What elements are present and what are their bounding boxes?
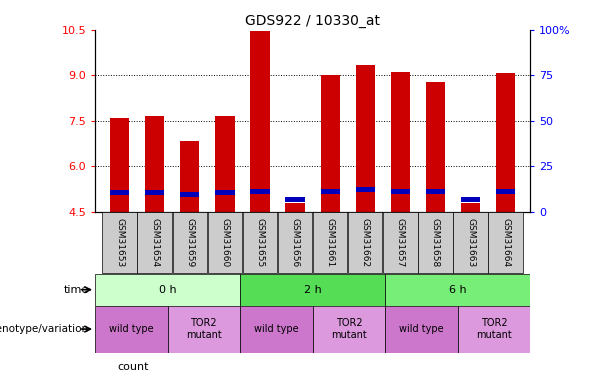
FancyBboxPatch shape: [95, 274, 240, 306]
FancyBboxPatch shape: [313, 306, 385, 352]
Bar: [356, 65, 375, 212]
FancyBboxPatch shape: [458, 306, 530, 352]
FancyBboxPatch shape: [173, 213, 207, 273]
Bar: [250, 31, 270, 212]
Bar: [286, 203, 305, 212]
Bar: [110, 190, 129, 195]
Text: GSM31660: GSM31660: [221, 218, 229, 267]
Text: wild type: wild type: [109, 324, 154, 334]
FancyBboxPatch shape: [240, 306, 313, 352]
Text: TOR2
mutant: TOR2 mutant: [186, 318, 222, 340]
FancyBboxPatch shape: [383, 213, 417, 273]
FancyBboxPatch shape: [385, 274, 530, 306]
FancyBboxPatch shape: [137, 213, 172, 273]
Text: GSM31655: GSM31655: [256, 218, 264, 267]
Text: GSM31654: GSM31654: [150, 218, 159, 267]
Bar: [145, 190, 164, 195]
FancyBboxPatch shape: [243, 213, 277, 273]
Bar: [390, 72, 410, 212]
FancyBboxPatch shape: [102, 213, 137, 273]
Bar: [180, 192, 199, 197]
Text: 2 h: 2 h: [304, 285, 321, 295]
Bar: [215, 116, 235, 212]
Bar: [461, 203, 480, 212]
Bar: [110, 118, 129, 212]
FancyBboxPatch shape: [278, 213, 312, 273]
Text: time: time: [64, 285, 89, 295]
Bar: [180, 141, 199, 212]
Text: TOR2
mutant: TOR2 mutant: [331, 318, 367, 340]
FancyBboxPatch shape: [385, 306, 458, 352]
Bar: [390, 189, 410, 194]
Text: GSM31656: GSM31656: [291, 218, 300, 267]
FancyBboxPatch shape: [454, 213, 488, 273]
FancyBboxPatch shape: [489, 213, 523, 273]
FancyBboxPatch shape: [348, 213, 383, 273]
Text: GSM31659: GSM31659: [185, 218, 194, 267]
Text: genotype/variation: genotype/variation: [0, 324, 89, 334]
Bar: [321, 189, 340, 194]
Title: GDS922 / 10330_at: GDS922 / 10330_at: [245, 13, 380, 28]
Text: count: count: [118, 362, 149, 372]
Bar: [286, 197, 305, 202]
FancyBboxPatch shape: [313, 213, 348, 273]
Text: GSM31664: GSM31664: [501, 218, 510, 267]
FancyBboxPatch shape: [208, 213, 242, 273]
Bar: [215, 190, 235, 195]
FancyBboxPatch shape: [418, 213, 452, 273]
Bar: [356, 187, 375, 192]
Text: GSM31663: GSM31663: [466, 218, 475, 267]
Bar: [426, 189, 445, 194]
Text: GSM31653: GSM31653: [115, 218, 124, 267]
FancyBboxPatch shape: [167, 306, 240, 352]
Text: GSM31662: GSM31662: [361, 218, 370, 267]
Text: TOR2
mutant: TOR2 mutant: [476, 318, 512, 340]
Bar: [496, 189, 516, 194]
Text: GSM31661: GSM31661: [326, 218, 335, 267]
Text: 0 h: 0 h: [159, 285, 177, 295]
Text: 6 h: 6 h: [449, 285, 466, 295]
Text: GSM31657: GSM31657: [396, 218, 405, 267]
Bar: [426, 81, 445, 212]
Bar: [496, 74, 516, 212]
Text: wild type: wild type: [254, 324, 299, 334]
Bar: [461, 197, 480, 202]
Bar: [321, 75, 340, 212]
Bar: [250, 189, 270, 194]
Text: wild type: wild type: [399, 324, 444, 334]
Text: GSM31658: GSM31658: [431, 218, 440, 267]
FancyBboxPatch shape: [240, 274, 385, 306]
FancyBboxPatch shape: [95, 306, 167, 352]
Bar: [145, 116, 164, 212]
